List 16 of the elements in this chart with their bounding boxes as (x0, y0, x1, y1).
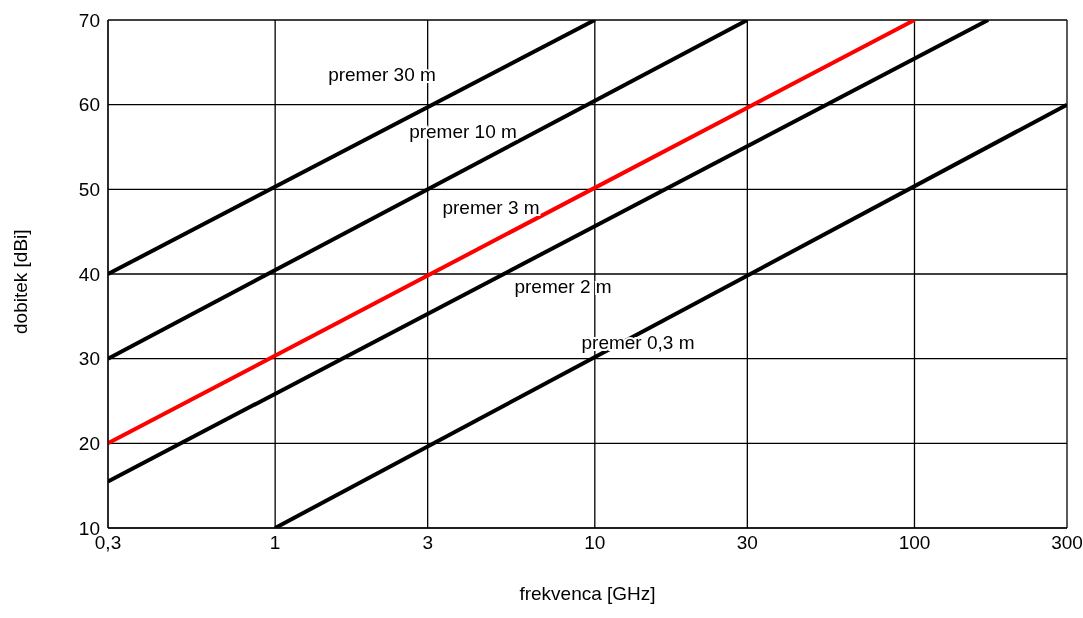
x-tick-label: 100 (898, 532, 931, 554)
y-tick-label: 20 (78, 433, 100, 455)
y-tick-label: 40 (78, 263, 100, 285)
annotation: premer 3 m (442, 196, 540, 218)
x-tick-label: 10 (584, 532, 606, 554)
x-tick-label: 300 (1051, 532, 1083, 554)
y-tick-label: 60 (78, 94, 100, 116)
y-tick-label: 50 (78, 179, 100, 201)
x-tick-label: 30 (736, 532, 758, 554)
x-axis-title: frekvenca [GHz] (519, 583, 656, 604)
y-tick-label: 70 (78, 9, 100, 31)
x-tick-label: 3 (422, 532, 433, 554)
y-tick-label: 30 (78, 348, 100, 370)
x-tick-label: 1 (269, 532, 281, 554)
y-axis-title: dobitek [dBi] (9, 229, 31, 334)
annotation: premer 2 m (514, 275, 612, 297)
